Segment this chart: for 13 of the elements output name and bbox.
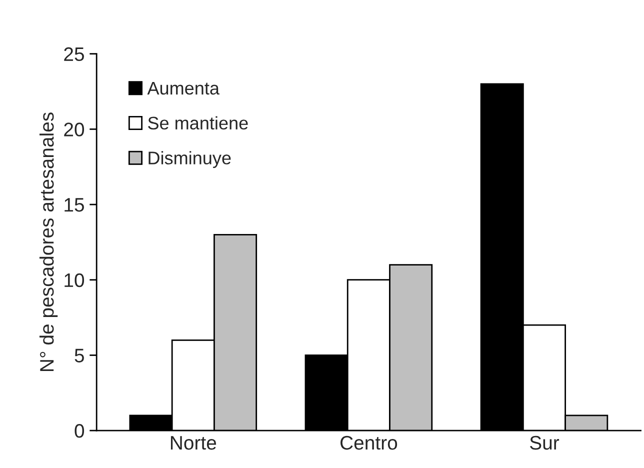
y-tick-label: 25 xyxy=(64,47,84,62)
x-tick-label: Sur xyxy=(530,436,560,450)
legend-label: Se mantiene xyxy=(148,116,248,130)
x-tick-label: Norte xyxy=(170,436,216,450)
y-tick-label: 20 xyxy=(64,122,84,136)
y-axis-title: N° de pescadores artesanales xyxy=(39,112,58,371)
y-tick-label: 10 xyxy=(64,273,84,288)
y-tick-label: 0 xyxy=(74,424,84,438)
y-tick-label: 5 xyxy=(74,348,84,362)
legend-label: Disminuye xyxy=(148,151,231,168)
y-tick-label: 15 xyxy=(64,198,84,212)
x-tick-label: Centro xyxy=(340,436,398,450)
legend-label: Aumenta xyxy=(147,82,220,95)
